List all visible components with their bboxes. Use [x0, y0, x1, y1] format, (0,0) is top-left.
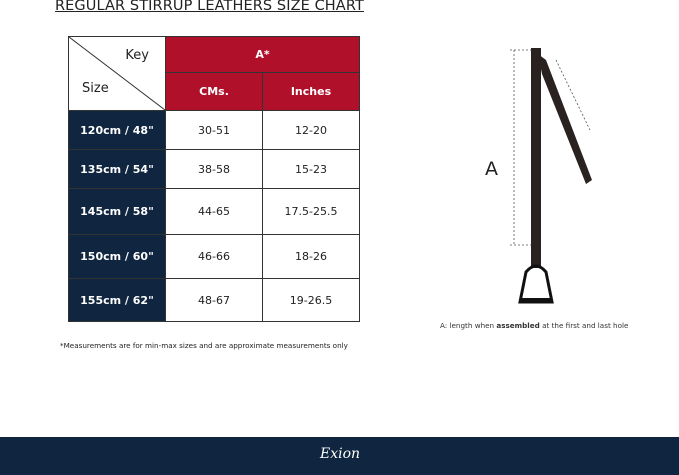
page-title: REGULAR STIRRUP LEATHERS SIZE CHART — [55, 0, 364, 14]
table-row: 120cm / 48" 30-51 12-20 — [68, 110, 360, 150]
size-label: Size — [82, 81, 109, 96]
caption-text: A: length when — [440, 321, 497, 330]
cms-cell: 48-67 — [165, 278, 263, 322]
measurement-note: *Measurements are for min-max sizes and … — [60, 341, 348, 350]
col-header-cms: CMs. — [165, 72, 263, 111]
cms-cell: 38-58 — [165, 149, 263, 189]
col-header-inches: Inches — [262, 72, 360, 111]
table-row: 135cm / 54" 38-58 15-23 — [68, 149, 360, 189]
size-cell: 135cm / 54" — [68, 149, 166, 189]
corner-cell: Key Size — [68, 36, 166, 111]
table-row: 155cm / 62" 48-67 19-26.5 — [68, 278, 360, 322]
dimension-label-a: A — [485, 158, 498, 180]
size-cell: 120cm / 48" — [68, 110, 166, 150]
inches-cell: 12-20 — [262, 110, 360, 150]
cms-cell: 46-66 — [165, 234, 263, 279]
stirrup-leather-illustration — [510, 48, 592, 304]
diagonal-divider — [69, 37, 165, 110]
group-header: A* — [165, 35, 360, 74]
inches-cell: 17.5-25.5 — [262, 188, 360, 235]
cms-cell: 44-65 — [165, 188, 263, 235]
inches-cell: 15-23 — [262, 149, 360, 189]
footer-bar — [0, 437, 679, 475]
size-cell: 155cm / 62" — [68, 278, 166, 322]
inches-cell: 18-26 — [262, 234, 360, 279]
size-cell: 145cm / 58" — [68, 188, 166, 235]
table-row: 150cm / 60" 46-66 18-26 — [68, 234, 360, 279]
diagram-caption: A: length when assembled at the first an… — [440, 321, 628, 330]
cms-cell: 30-51 — [165, 110, 263, 150]
key-label: Key — [125, 48, 149, 63]
inches-cell: 19-26.5 — [262, 278, 360, 322]
caption-bold: assembled — [496, 321, 540, 330]
caption-text: at the first and last hole — [539, 321, 629, 330]
size-cell: 150cm / 60" — [68, 234, 166, 279]
table-row: 145cm / 58" 44-65 17.5-25.5 — [68, 188, 360, 235]
size-chart-table: Key Size A* CMs. Inches 120cm / 48" 30-51… — [68, 35, 360, 322]
brand-logo: Exion — [320, 446, 361, 462]
